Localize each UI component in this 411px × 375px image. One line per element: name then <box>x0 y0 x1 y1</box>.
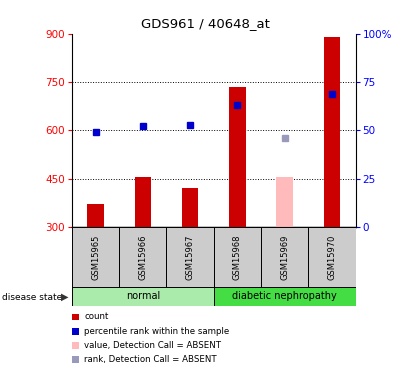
Bar <box>261 227 308 287</box>
Text: GDS961 / 40648_at: GDS961 / 40648_at <box>141 17 270 30</box>
Text: GSM15966: GSM15966 <box>139 234 147 280</box>
Text: GSM15968: GSM15968 <box>233 234 242 280</box>
Bar <box>214 287 356 306</box>
Bar <box>229 87 246 227</box>
Bar <box>182 188 199 227</box>
Text: GSM15967: GSM15967 <box>186 234 194 280</box>
Text: GSM15970: GSM15970 <box>328 234 336 280</box>
Bar <box>276 177 293 227</box>
Bar <box>323 37 340 227</box>
Text: disease state: disease state <box>2 292 62 302</box>
Text: percentile rank within the sample: percentile rank within the sample <box>84 327 229 336</box>
Bar <box>72 227 119 287</box>
Bar <box>119 227 166 287</box>
Bar <box>72 287 214 306</box>
Text: GSM15965: GSM15965 <box>91 234 100 280</box>
Bar <box>87 204 104 227</box>
Bar <box>308 227 356 287</box>
Text: ▶: ▶ <box>61 292 68 302</box>
Text: count: count <box>84 312 109 321</box>
Bar <box>134 177 151 227</box>
Text: diabetic nephropathy: diabetic nephropathy <box>232 291 337 301</box>
Text: normal: normal <box>126 291 160 301</box>
Text: GSM15969: GSM15969 <box>280 234 289 280</box>
Bar <box>214 227 261 287</box>
Bar <box>166 227 214 287</box>
Text: rank, Detection Call = ABSENT: rank, Detection Call = ABSENT <box>84 355 217 364</box>
Text: value, Detection Call = ABSENT: value, Detection Call = ABSENT <box>84 341 221 350</box>
